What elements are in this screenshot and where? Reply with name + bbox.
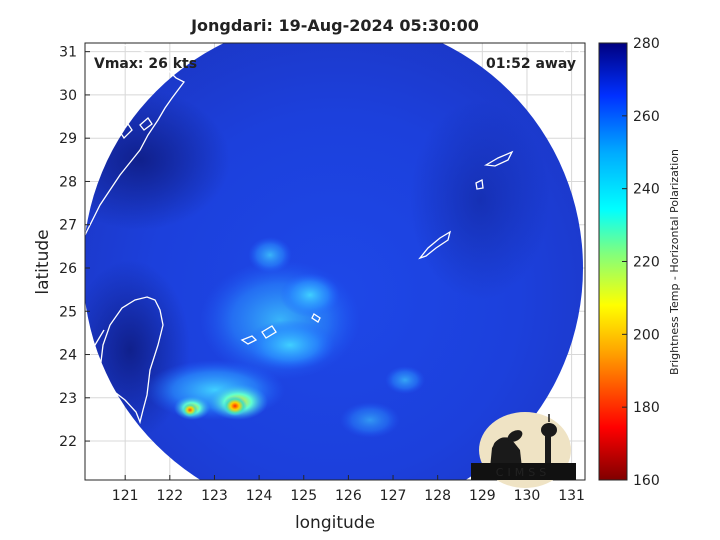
x-tick-label: 128 — [424, 488, 451, 504]
y-tick-label: 23 — [59, 391, 77, 407]
y-tick-label: 27 — [59, 218, 77, 234]
colorbar-tick-label: 200 — [633, 327, 660, 343]
y-tick-label: 26 — [59, 261, 77, 277]
cimss-logo: CIMSS — [471, 412, 576, 488]
china-coastline — [85, 43, 185, 236]
x-tick-label: 126 — [335, 488, 362, 504]
x-tick-label: 130 — [514, 488, 541, 504]
y-tick-label: 28 — [59, 174, 77, 190]
china-coastline-south — [85, 329, 105, 366]
coastlines — [85, 43, 582, 425]
y-tick-label: 24 — [59, 348, 77, 364]
x-tick-label: 121 — [112, 488, 139, 504]
vmax-label: Vmax: 26 kts — [94, 56, 197, 72]
x-tick-label: 124 — [246, 488, 273, 504]
colorbar-tick-label: 180 — [633, 400, 660, 416]
y-tick-label: 29 — [59, 131, 77, 147]
island-ryukyu-2 — [483, 150, 514, 167]
taiwan-coastline — [99, 296, 164, 425]
y-tick-label: 25 — [59, 304, 77, 320]
island-small-3 — [311, 313, 321, 323]
y-tick-label: 22 — [59, 434, 77, 450]
colorbar-ticks: 280 260 240 220 200 180 160 — [622, 36, 660, 489]
y-axis-label: latitude — [33, 229, 53, 294]
island-small-2 — [261, 325, 277, 339]
x-tick-label: 122 — [156, 488, 183, 504]
x-tick-label: 127 — [380, 488, 407, 504]
x-tick-label: 123 — [201, 488, 228, 504]
logo-text: CIMSS — [496, 466, 550, 479]
y-tick-label: 31 — [59, 45, 77, 61]
y-tick-label: 30 — [59, 88, 77, 104]
island-ryukyu-3 — [475, 179, 484, 190]
x-tick-label: 125 — [290, 488, 317, 504]
x-axis-label: longitude — [295, 513, 375, 533]
x-tick-label: 131 — [558, 488, 585, 504]
colorbar-tick-label: 160 — [633, 473, 660, 489]
colorbar-label: Brightness Temp - Horizontal Polarizatio… — [668, 149, 681, 375]
colorbar-tick-label: 260 — [633, 109, 660, 125]
china-islands — [119, 117, 153, 140]
map-title: Jongdari: 19-Aug-2024 05:30:00 — [190, 16, 479, 35]
island-small-1 — [240, 335, 258, 345]
time-away-label: 01:52 away — [486, 56, 576, 72]
island-ryukyu-1 — [418, 230, 452, 260]
satellite-swath — [85, 43, 583, 480]
plot-frame — [84, 42, 586, 481]
colorbar-tick-label: 280 — [633, 36, 660, 52]
y-axis-ticks: 31 30 29 28 27 26 25 24 23 22 — [59, 45, 90, 450]
japan-coastline — [561, 43, 582, 68]
colorbar-tick-label: 220 — [633, 255, 660, 271]
x-tick-label: 129 — [469, 488, 496, 504]
x-axis-ticks: 121 122 123 124 125 126 127 128 129 130 131 — [112, 475, 585, 504]
colorbar-tick-label: 240 — [633, 182, 660, 198]
